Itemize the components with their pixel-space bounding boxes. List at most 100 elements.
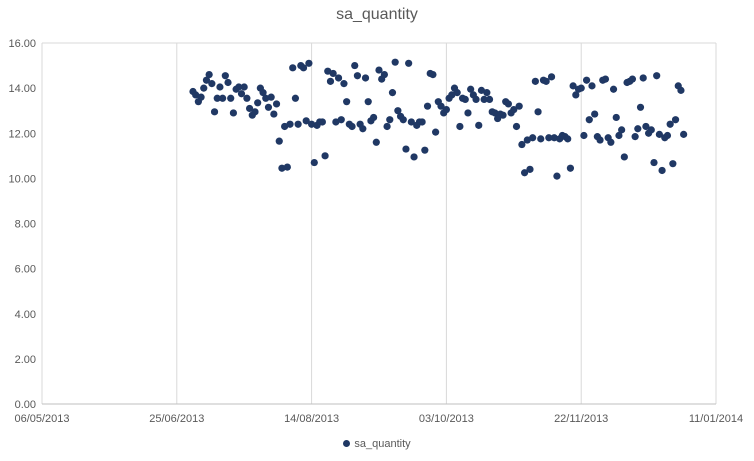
data-point <box>302 117 310 125</box>
data-point <box>448 91 456 99</box>
data-point <box>620 153 628 161</box>
data-point <box>326 77 335 85</box>
data-point <box>213 94 221 102</box>
data-point <box>340 80 348 88</box>
data-point <box>612 113 620 122</box>
data-point <box>437 102 445 110</box>
y-tick-label: 6.00 <box>15 264 36 276</box>
x-axis-tick-labels: 06/05/2013 25/06/2013 14/08/2013 03/10/2013… <box>14 413 743 425</box>
data-point <box>653 72 661 80</box>
data-point <box>359 125 367 133</box>
data-point <box>332 118 340 126</box>
data-point <box>343 98 351 106</box>
x-tick-label: 06/05/2013 <box>14 413 69 425</box>
data-point <box>329 69 337 78</box>
data-point <box>537 135 545 143</box>
data-point <box>254 99 262 107</box>
data-point <box>634 125 642 133</box>
data-point <box>245 104 254 113</box>
data-point <box>666 120 674 128</box>
data-point <box>243 94 251 102</box>
data-point <box>286 120 294 128</box>
data-point <box>275 137 283 145</box>
data-point <box>283 163 291 171</box>
data-point <box>639 74 647 82</box>
data-point <box>337 116 345 124</box>
data-point <box>221 72 229 80</box>
data-point <box>305 59 313 67</box>
y-tick-label: 16.00 <box>8 38 36 50</box>
data-point <box>677 86 685 94</box>
x-tick-label: 03/10/2013 <box>419 413 474 425</box>
data-point <box>464 109 472 117</box>
data-point <box>267 93 275 101</box>
data-point <box>281 122 289 131</box>
data-point <box>609 85 618 93</box>
data-point <box>429 70 437 79</box>
data-point <box>547 73 556 81</box>
data-point <box>240 83 248 91</box>
data-point <box>418 118 426 126</box>
gridlines <box>41 42 717 404</box>
data-point <box>272 100 281 108</box>
data-point <box>588 82 596 90</box>
data-point <box>596 136 604 144</box>
data-point <box>572 91 580 99</box>
data-point <box>483 89 491 97</box>
data-point <box>291 94 300 102</box>
data-point <box>224 78 232 87</box>
chart-title: sa_quantity <box>336 6 418 23</box>
data-point <box>402 145 410 153</box>
data-point <box>523 136 531 144</box>
data-point <box>364 98 372 106</box>
data-point <box>585 116 593 124</box>
data-point <box>491 109 499 117</box>
data-point <box>270 110 278 118</box>
x-tick-label: 11/01/2014 <box>689 413 743 425</box>
data-point <box>515 102 523 110</box>
data-point <box>216 83 224 91</box>
data-point <box>237 90 246 98</box>
data-point <box>545 134 553 142</box>
data-point <box>388 89 397 97</box>
data-point <box>467 85 475 93</box>
data-point <box>615 131 623 140</box>
data-point <box>655 130 663 138</box>
data-point <box>289 64 297 72</box>
data-point <box>310 158 318 167</box>
data-point <box>650 158 658 167</box>
data-point <box>518 140 526 149</box>
data-point <box>456 122 464 131</box>
y-tick-label: 2.00 <box>15 354 36 366</box>
data-point <box>262 94 270 102</box>
legend-marker <box>343 439 351 447</box>
data-point <box>485 95 494 104</box>
data-point <box>251 108 259 116</box>
data-point <box>520 169 529 177</box>
data-point <box>475 121 483 129</box>
data-point <box>658 166 666 175</box>
data-point <box>526 165 534 173</box>
data-point <box>278 164 286 172</box>
data-point <box>529 134 537 142</box>
data-point <box>442 105 450 114</box>
data-point <box>582 76 591 84</box>
x-tick-label: 25/06/2013 <box>149 413 204 425</box>
data-point <box>208 80 216 88</box>
data-point <box>391 58 399 66</box>
data-point <box>510 105 518 114</box>
data-point <box>299 64 308 72</box>
data-point <box>421 146 429 154</box>
y-tick-label: 4.00 <box>15 309 36 321</box>
data-point <box>461 95 469 104</box>
data-point <box>321 152 329 160</box>
data-point <box>294 120 302 128</box>
data-point <box>229 109 238 117</box>
y-tick-label: 8.00 <box>15 219 36 231</box>
data-point <box>318 118 326 126</box>
data-point <box>591 110 599 118</box>
data-point <box>618 126 626 134</box>
legend-label: sa_quantity <box>354 438 411 450</box>
